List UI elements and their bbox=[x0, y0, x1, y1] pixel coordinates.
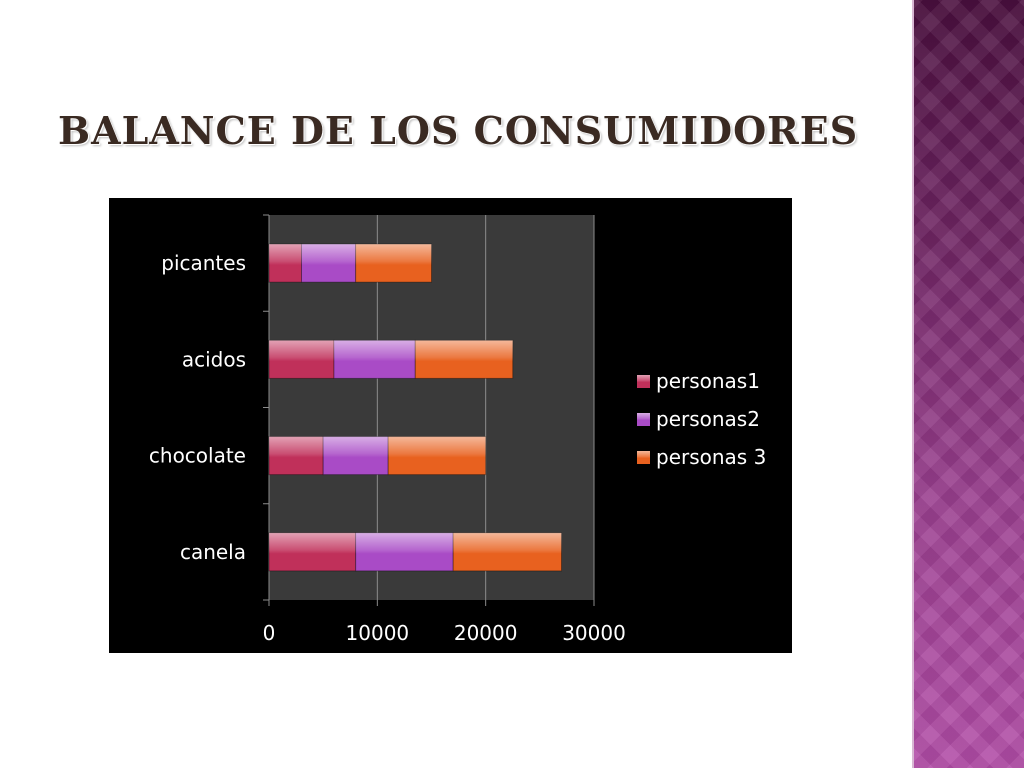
bar-gloss bbox=[334, 340, 416, 379]
legend-label: personas 3 bbox=[656, 445, 766, 469]
category-label: acidos bbox=[182, 347, 246, 371]
bar-gloss bbox=[269, 340, 334, 379]
slide-title: Balance de los consumidores bbox=[58, 108, 859, 153]
legend-swatch-gloss bbox=[637, 413, 650, 426]
category-label: picantes bbox=[161, 251, 246, 275]
bar-gloss bbox=[301, 244, 356, 283]
chart-svg: 0 10000 20000 30000 canela chocolate acidos pic… bbox=[149, 214, 766, 645]
x-tick-label: 0 bbox=[263, 621, 276, 645]
legend-swatch-gloss bbox=[637, 451, 650, 464]
legend-label: personas1 bbox=[656, 369, 760, 393]
category-label: canela bbox=[180, 540, 246, 564]
legend-swatch-gloss bbox=[637, 375, 650, 388]
bar-gloss bbox=[453, 532, 562, 571]
legend-label: personas2 bbox=[656, 407, 760, 431]
bar-gloss bbox=[355, 532, 454, 571]
x-tick-label: 20000 bbox=[454, 621, 518, 645]
bar-gloss bbox=[323, 436, 389, 475]
x-tick-label: 30000 bbox=[562, 621, 626, 645]
bar-gloss bbox=[415, 340, 513, 379]
bar-gloss bbox=[269, 436, 324, 475]
bar-gloss bbox=[388, 436, 486, 475]
x-tick-label: 10000 bbox=[346, 621, 410, 645]
bar-gloss bbox=[269, 532, 356, 571]
chart-container: 0 10000 20000 30000 canela chocolate acidos pic… bbox=[109, 198, 792, 653]
category-label: chocolate bbox=[149, 444, 246, 468]
bar-gloss bbox=[355, 244, 432, 283]
bar-gloss bbox=[269, 244, 302, 283]
decorative-side-strip bbox=[912, 0, 1024, 768]
